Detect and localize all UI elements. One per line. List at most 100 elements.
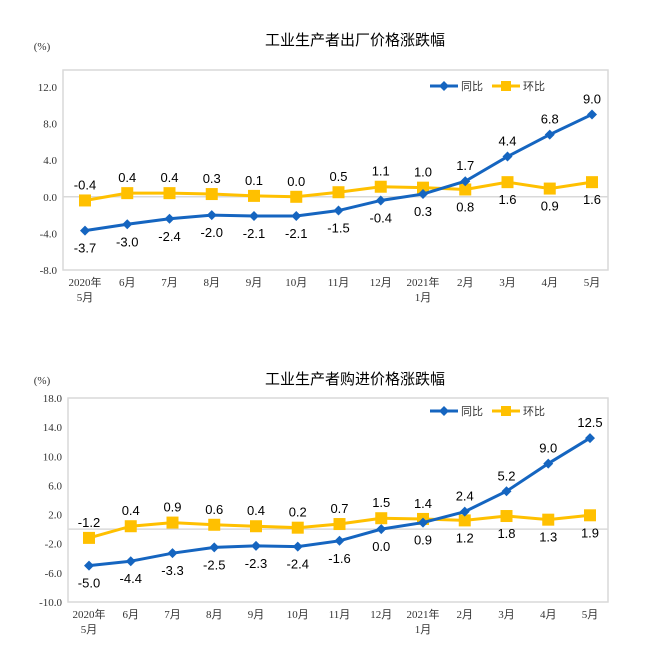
data-label: -2.1 [243, 226, 265, 241]
data-label: 0.6 [205, 502, 223, 517]
data-label: -0.4 [370, 210, 392, 225]
y-tick-label: -6.0 [45, 568, 63, 580]
data-point-marker [459, 183, 472, 196]
y-tick-label: 12.0 [38, 82, 58, 94]
data-label: -1.6 [328, 551, 350, 566]
data-label: -2.4 [158, 229, 180, 244]
x-tick-label: 2月 [457, 609, 474, 621]
y-tick-label: 2.0 [48, 510, 62, 522]
x-tick-label: 10月 [285, 277, 307, 289]
data-point-marker [333, 518, 346, 531]
data-label: 1.6 [583, 192, 601, 207]
data-label: 0.3 [414, 204, 432, 219]
data-point-marker [332, 186, 345, 199]
data-label: 9.0 [583, 91, 601, 106]
data-label: 12.5 [577, 415, 602, 430]
data-point-marker [543, 458, 554, 469]
data-label: 4.4 [498, 134, 516, 149]
data-point-marker [460, 176, 471, 187]
data-point-marker [418, 189, 428, 200]
data-label: -2.5 [203, 557, 225, 572]
data-point-marker [167, 548, 178, 559]
data-label: 2.4 [456, 489, 474, 504]
data-point-marker [209, 542, 220, 553]
data-label: 1.4 [414, 496, 432, 511]
data-label: 0.1 [245, 173, 263, 188]
data-point-marker [333, 205, 344, 216]
data-label: -2.3 [245, 556, 267, 571]
data-point-marker [376, 524, 387, 535]
legend-label: 同比 [461, 80, 483, 93]
data-point-marker [458, 514, 471, 527]
y-tick-label: 18.0 [43, 393, 63, 405]
data-label: 0.3 [203, 171, 221, 186]
data-point-marker [500, 510, 513, 523]
data-point-marker [291, 521, 304, 534]
data-point-marker [291, 211, 302, 222]
data-label: -0.4 [74, 177, 96, 192]
x-tick-label: 4月 [540, 609, 557, 621]
data-point-marker [459, 506, 470, 517]
data-point-marker [584, 509, 596, 522]
data-point-marker [251, 540, 261, 551]
data-label: -2.4 [287, 557, 309, 572]
y-tick-label: 10.0 [43, 451, 63, 463]
data-label: 0.0 [287, 174, 305, 189]
data-point-marker [163, 187, 176, 200]
x-tick-label: 6月 [123, 609, 140, 621]
data-point-marker [334, 535, 345, 546]
data-label: 9.0 [539, 441, 557, 456]
data-label: -4.4 [120, 571, 142, 586]
data-point-marker [502, 151, 513, 162]
chart-title: 工业生产者购进价格涨跌幅 [265, 370, 445, 388]
x-tick-label: 8月 [204, 277, 221, 289]
legend-label: 同比 [461, 405, 483, 418]
data-label: 0.4 [122, 503, 140, 518]
legend-marker [439, 81, 449, 91]
data-point-marker [249, 211, 259, 222]
data-point-marker [166, 516, 179, 529]
legend-marker [501, 406, 511, 416]
data-point-marker [542, 513, 555, 526]
data-point-marker [79, 194, 91, 207]
x-tick-label: 5月 [584, 277, 601, 289]
x-tick-label: 5月 [582, 609, 599, 621]
x-tick-label: 2020年 5月 [69, 275, 102, 304]
data-point-marker [84, 560, 94, 571]
data-point-marker [164, 213, 175, 224]
data-label: 6.8 [541, 112, 559, 127]
y-tick-label: -2.0 [45, 539, 63, 551]
x-tick-label: 10月 [287, 609, 309, 621]
data-label: 0.9 [163, 500, 181, 515]
data-point-marker [375, 512, 388, 525]
data-point-marker [501, 176, 514, 189]
data-label: -3.0 [116, 234, 138, 249]
data-label: 0.9 [541, 199, 559, 214]
data-label: 1.7 [456, 158, 474, 173]
data-label: 0.2 [289, 505, 307, 520]
data-point-marker [205, 188, 218, 201]
data-point-marker [290, 190, 303, 203]
x-tick-label: 2020年 5月 [73, 607, 106, 636]
data-label: 0.0 [372, 539, 390, 554]
chart-2: 工业生产者购进价格涨跌幅 (%) 18.0 14.0 10.0 6.0 2.0 -2.0 -6.… [34, 370, 609, 636]
x-tick-label: 12月 [370, 277, 392, 289]
data-point-marker [80, 225, 90, 236]
data-label: 1.0 [414, 165, 432, 180]
y-tick-label: 8.0 [43, 119, 57, 131]
legend-label: 环比 [523, 80, 545, 93]
y-tick-label: 14.0 [43, 422, 63, 434]
data-point-marker [83, 531, 95, 544]
y-tick-label: 4.0 [43, 155, 57, 167]
data-label: 0.9 [414, 533, 432, 548]
data-label: 0.5 [329, 169, 347, 184]
data-label: 0.4 [247, 503, 265, 518]
y-tick-label: -10.0 [39, 597, 62, 609]
x-tick-label: 6月 [119, 277, 136, 289]
y-axis-unit: (%) [34, 375, 51, 387]
legend-label: 环比 [523, 405, 545, 418]
data-label: -3.7 [74, 241, 96, 256]
x-tick-label: 7月 [164, 609, 181, 621]
y-tick-label: -8.0 [40, 265, 58, 277]
data-point-marker [543, 182, 556, 195]
